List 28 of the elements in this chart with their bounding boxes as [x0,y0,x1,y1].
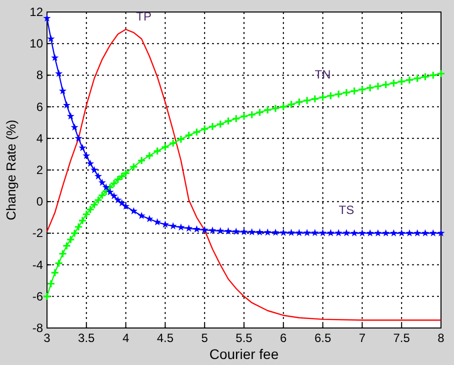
y-tick-label: 2 [36,163,44,177]
y-tick-label: 12 [30,5,44,19]
y-tick-label: -6 [32,289,44,304]
x-tick-label: 5.5 [236,331,253,345]
series-label: TN [314,67,331,82]
x-tick-label: 4 [122,331,130,345]
y-tick-label: 4 [36,131,44,146]
y-tick-label: -8 [32,321,44,335]
y-tick-label: -2 [32,226,44,240]
y-tick-label: -4 [32,258,44,272]
y-tick-label: 8 [36,68,44,82]
x-tick-label: 7.5 [393,331,410,345]
y-tick-label: 6 [36,100,44,114]
x-axis-title: Courier fee [209,346,279,362]
series-label: TP [136,10,152,24]
y-axis-title: Change Rate (%) [3,120,18,220]
x-tick-label: 7 [358,331,366,345]
x-tick-label: 4.5 [156,331,174,345]
x-tick-label: 8 [438,331,445,345]
x-tick-label: 3 [44,331,51,345]
x-tick-label: 3.5 [78,331,96,345]
y-tick-label: 0 [36,194,44,209]
x-tick-label: 6.5 [314,331,332,345]
y-tick-label: 10 [30,36,44,51]
line-series [46,28,442,321]
x-tick-label: 6 [280,331,288,345]
x-tick-label: 5 [201,331,208,345]
series-label: TS [338,203,354,218]
